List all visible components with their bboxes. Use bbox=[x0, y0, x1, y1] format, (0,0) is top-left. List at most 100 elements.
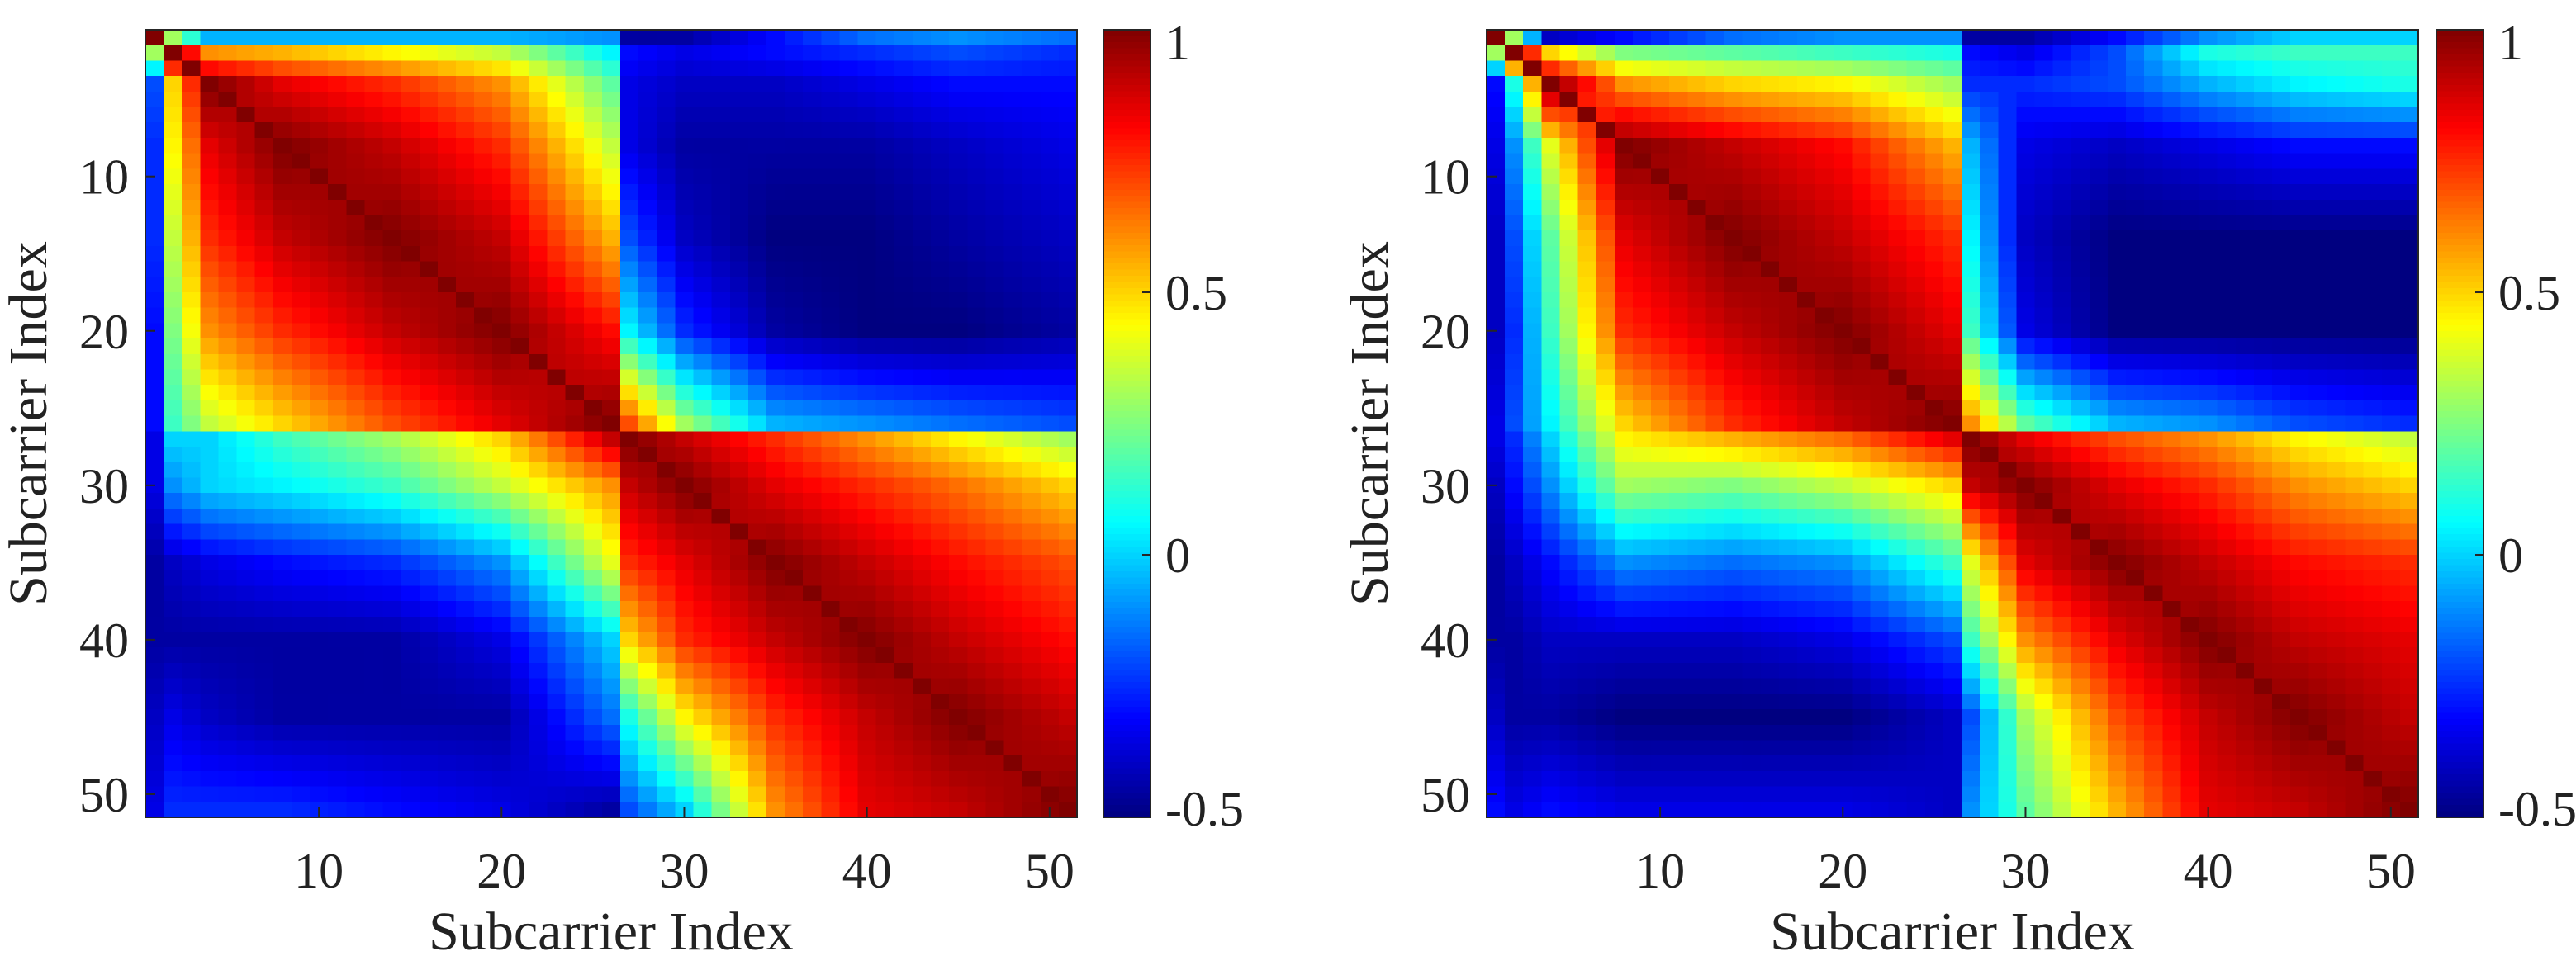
heatmap-cell bbox=[1022, 740, 1041, 756]
heatmap-cell bbox=[1906, 601, 1926, 618]
heatmap-cell bbox=[2034, 277, 2054, 293]
heatmap-cell bbox=[967, 261, 987, 277]
heatmap-cell bbox=[875, 709, 895, 726]
heatmap-cell bbox=[2144, 415, 2163, 432]
heatmap-cell bbox=[1834, 230, 1853, 247]
heatmap-cell bbox=[2272, 508, 2291, 525]
heatmap-cell bbox=[456, 107, 475, 123]
heatmap-cell bbox=[382, 709, 402, 726]
heatmap-cell bbox=[328, 245, 347, 263]
heatmap-cell bbox=[1523, 323, 1542, 339]
colorbar-segment bbox=[1103, 36, 1150, 43]
heatmap-cell bbox=[254, 199, 274, 216]
heatmap-cell bbox=[601, 45, 621, 62]
heatmap-cell bbox=[620, 616, 639, 633]
heatmap-cell bbox=[857, 523, 877, 540]
heatmap-cell bbox=[1040, 570, 1060, 587]
heatmap-cell bbox=[382, 338, 402, 355]
heatmap-cell bbox=[1906, 585, 1926, 602]
heatmap-cell bbox=[382, 107, 402, 123]
heatmap-cell bbox=[1614, 585, 1634, 602]
heatmap-cell bbox=[2235, 45, 2255, 62]
heatmap-cell bbox=[657, 523, 676, 540]
heatmap-cell bbox=[1577, 555, 1597, 571]
heatmap-cell bbox=[949, 662, 968, 679]
heatmap-cell bbox=[1058, 107, 1078, 123]
heatmap-cell bbox=[2235, 261, 2255, 277]
heatmap-cell bbox=[1815, 292, 1834, 309]
heatmap-cell bbox=[1669, 122, 1688, 139]
heatmap-cell bbox=[2126, 107, 2145, 123]
heatmap-cell bbox=[638, 307, 657, 324]
heatmap-cell bbox=[2308, 338, 2328, 355]
heatmap-cell bbox=[967, 277, 987, 293]
heatmap-cell bbox=[200, 601, 220, 618]
heatmap-cell bbox=[857, 91, 877, 108]
heatmap-cell bbox=[474, 694, 493, 710]
heatmap-cell bbox=[328, 307, 347, 324]
heatmap-cell bbox=[2162, 137, 2182, 154]
heatmap-cell bbox=[1760, 616, 1780, 633]
heatmap-cell bbox=[620, 338, 639, 355]
heatmap-cell bbox=[1577, 570, 1597, 587]
heatmap-cell bbox=[2071, 462, 2090, 479]
heatmap-cell bbox=[1924, 447, 1944, 463]
heatmap-cell bbox=[1505, 400, 1524, 417]
heatmap-cell bbox=[529, 76, 548, 92]
heatmap-cell bbox=[1040, 601, 1060, 618]
heatmap-cell bbox=[273, 724, 292, 741]
heatmap-cell bbox=[1778, 493, 1798, 509]
heatmap-cell bbox=[1577, 215, 1597, 231]
heatmap-cell bbox=[1523, 369, 1542, 386]
heatmap-cell bbox=[218, 431, 238, 447]
heatmap-cell bbox=[1797, 462, 1816, 479]
heatmap-cell bbox=[1852, 632, 1872, 648]
heatmap-cell bbox=[601, 30, 621, 46]
heatmap-cell bbox=[2235, 184, 2255, 201]
heatmap-cell bbox=[1815, 601, 1834, 618]
heatmap-cell bbox=[931, 647, 950, 664]
heatmap-cell bbox=[1870, 215, 1890, 231]
heatmap-cell bbox=[803, 30, 822, 46]
heatmap-cell bbox=[2327, 539, 2346, 556]
heatmap-cell bbox=[857, 508, 877, 525]
heatmap-cell bbox=[328, 400, 347, 417]
heatmap-cell bbox=[857, 230, 877, 247]
heatmap-cell bbox=[2089, 678, 2109, 694]
heatmap-cell bbox=[2071, 107, 2090, 123]
heatmap-cell bbox=[236, 30, 256, 46]
heatmap-cell bbox=[821, 755, 841, 772]
heatmap-cell bbox=[985, 122, 1005, 139]
heatmap-cell bbox=[182, 323, 201, 339]
heatmap-cell bbox=[1998, 570, 2018, 587]
heatmap-cell bbox=[1541, 447, 1561, 463]
heatmap-cell bbox=[419, 493, 439, 509]
heatmap-cell bbox=[1980, 215, 1999, 231]
heatmap-cell bbox=[145, 230, 164, 247]
heatmap-cell bbox=[2327, 307, 2346, 324]
heatmap-cell bbox=[291, 678, 311, 694]
heatmap-cell bbox=[1669, 385, 1688, 401]
heatmap-cell bbox=[2327, 230, 2346, 247]
heatmap-cell bbox=[1962, 415, 1981, 432]
heatmap-cell bbox=[2144, 555, 2163, 571]
heatmap-cell bbox=[2180, 353, 2200, 371]
heatmap-cell bbox=[2052, 230, 2072, 247]
heatmap-cell bbox=[1797, 45, 1816, 62]
heatmap-cell bbox=[766, 400, 785, 417]
heatmap-cell bbox=[1058, 60, 1078, 77]
heatmap-cell bbox=[894, 647, 913, 664]
heatmap-cell bbox=[2162, 338, 2182, 355]
heatmap-cell bbox=[510, 786, 530, 802]
heatmap-cell bbox=[985, 323, 1005, 339]
heatmap-cell bbox=[967, 385, 987, 401]
heatmap-cell bbox=[583, 570, 603, 587]
heatmap-cell bbox=[1815, 647, 1834, 664]
heatmap-cell bbox=[1943, 570, 1962, 587]
heatmap-cell bbox=[601, 400, 621, 417]
heatmap-cell bbox=[547, 755, 567, 772]
heatmap-cell bbox=[1505, 230, 1524, 247]
heatmap-cell bbox=[547, 694, 567, 710]
heatmap-cell bbox=[2126, 45, 2145, 62]
heatmap-cell bbox=[1724, 338, 1743, 355]
